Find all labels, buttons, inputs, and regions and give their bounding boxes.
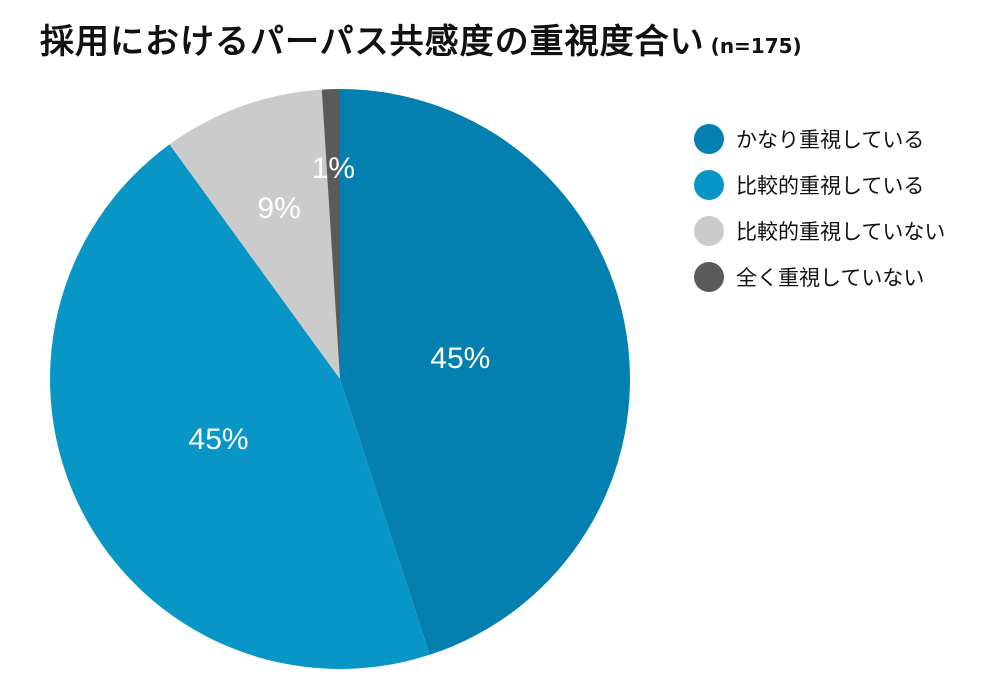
pie-slices bbox=[49, 89, 631, 669]
legend-item-not-very-important: 比較的重視していない bbox=[694, 208, 945, 254]
legend-swatch bbox=[694, 124, 724, 154]
legend-item-not-important: 全く重視していない bbox=[694, 254, 945, 300]
legend-item-very-important: かなり重視している bbox=[694, 116, 945, 162]
pie-slice bbox=[321, 89, 340, 379]
legend-swatch bbox=[694, 216, 724, 246]
legend-label: かなり重視している bbox=[736, 128, 925, 152]
slice-data-label: 1% bbox=[312, 152, 355, 185]
slice-data-label: 45% bbox=[430, 342, 490, 375]
legend-swatch bbox=[694, 170, 724, 200]
slice-data-label: 9% bbox=[257, 192, 300, 225]
pie-labels: 45% 45% 9% 1% bbox=[189, 152, 491, 456]
legend-label: 全く重視していない bbox=[736, 266, 925, 290]
pie-slice bbox=[49, 144, 430, 669]
chart-title: 採用におけるパーパス共感度の重視度合い (n=175) bbox=[40, 14, 802, 63]
legend-item-somewhat-important: 比較的重視している bbox=[694, 162, 945, 208]
chart-title-text: 採用におけるパーパス共感度の重視度合い bbox=[40, 22, 705, 62]
legend-swatch bbox=[694, 262, 724, 292]
pie-slice bbox=[169, 89, 340, 379]
slice-data-label: 45% bbox=[189, 423, 249, 456]
legend-label: 比較的重視していない bbox=[736, 220, 946, 244]
chart-subtitle: (n=175) bbox=[710, 34, 802, 58]
pie-slice bbox=[340, 89, 631, 655]
legend-label: 比較的重視している bbox=[736, 174, 925, 198]
legend: かなり重視している 比較的重視している 比較的重視していない 全く重視していない bbox=[694, 116, 945, 300]
